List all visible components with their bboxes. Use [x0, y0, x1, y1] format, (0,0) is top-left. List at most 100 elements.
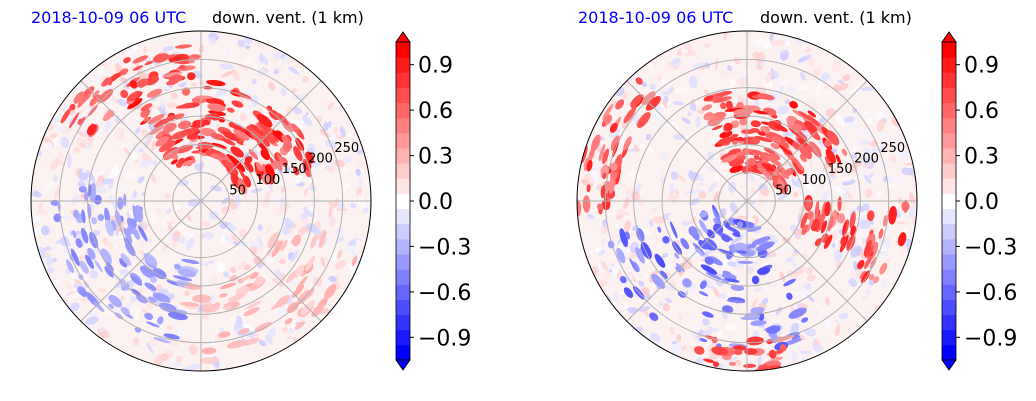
- field-cell: [171, 234, 178, 242]
- field-cell: [663, 284, 675, 291]
- field-cell: [739, 118, 748, 126]
- field-cell: [288, 66, 300, 75]
- field-cell: [266, 77, 276, 86]
- field-cell: [801, 224, 809, 236]
- field-cell: [685, 189, 699, 195]
- field-cell: [64, 236, 71, 247]
- field-cell: [783, 278, 796, 287]
- field-cell: [78, 168, 83, 176]
- field-cell: [228, 293, 245, 302]
- field-cell: [817, 82, 822, 89]
- field-cell: [712, 209, 722, 225]
- field-cell: [94, 259, 103, 273]
- field-cell: [214, 161, 224, 170]
- field-cell: [796, 289, 809, 297]
- colorbar-segment: [396, 329, 410, 346]
- field-cell: [771, 136, 782, 144]
- field-cell: [793, 157, 804, 172]
- field-cell: [163, 333, 180, 340]
- field-cell: [227, 244, 235, 251]
- field-cell: [339, 125, 346, 138]
- field-cell: [766, 248, 774, 255]
- field-cell: [704, 256, 714, 265]
- field-cell: [175, 355, 183, 363]
- field-cell: [689, 102, 697, 112]
- field-cell: [254, 276, 265, 286]
- colorbar-segment: [942, 148, 956, 164]
- field-cell: [611, 263, 621, 276]
- field-cell: [201, 347, 217, 355]
- field-cell: [276, 153, 284, 165]
- field-cell: [897, 232, 907, 247]
- field-cell: [757, 249, 768, 258]
- field-cell: [293, 145, 303, 162]
- polar-outline: [30, 30, 372, 372]
- field-cell: [747, 266, 754, 272]
- field-cell: [689, 217, 697, 225]
- colorbar-extend-min: [941, 359, 957, 371]
- field-cell: [79, 143, 86, 149]
- colorbar-segment: [942, 238, 956, 255]
- colorbar-segment: [396, 102, 410, 119]
- field-cell: [222, 131, 240, 141]
- field-cell: [757, 353, 762, 367]
- field-cell: [144, 75, 159, 86]
- field-cell: [598, 144, 606, 162]
- field-cell: [93, 194, 102, 205]
- field-cell: [130, 288, 142, 297]
- field-cell: [94, 185, 107, 195]
- field-cell: [658, 78, 672, 89]
- colorbar-segment: [396, 193, 410, 210]
- field-cell: [105, 262, 114, 272]
- field-cell: [158, 140, 176, 153]
- field-cell: [878, 228, 884, 239]
- field-cell: [81, 227, 89, 244]
- field-cell: [144, 60, 154, 66]
- colorbar-segment: [396, 163, 410, 179]
- field-cell: [206, 79, 226, 87]
- colorbar-segment: [396, 148, 410, 164]
- field-cell: [138, 148, 144, 153]
- field-cell: [266, 248, 274, 256]
- field-cell: [843, 116, 855, 123]
- field-cell: [230, 146, 244, 158]
- field-cell: [323, 121, 329, 132]
- field-cell: [701, 311, 714, 318]
- field-cell: [835, 114, 845, 125]
- field-cell: [129, 80, 138, 89]
- field-cell: [649, 333, 661, 343]
- field-cell: [752, 237, 769, 245]
- field-cell: [49, 133, 58, 139]
- field-cell: [750, 320, 767, 326]
- field-cell: [328, 276, 338, 283]
- field-cell: [60, 108, 71, 124]
- field-cell: [625, 231, 631, 240]
- field-cell: [681, 117, 691, 124]
- field-cell: [785, 256, 795, 263]
- field-cell: [756, 167, 772, 177]
- field-cell: [290, 123, 299, 133]
- field-cell: [824, 139, 832, 147]
- field-cell: [899, 244, 908, 253]
- field-cell: [637, 198, 646, 206]
- field-cell: [648, 62, 655, 71]
- field-cell: [69, 103, 76, 111]
- field-cell: [134, 127, 141, 134]
- radial-tick-label: 200: [854, 152, 879, 167]
- field-cell: [862, 147, 875, 158]
- colorbar-segment: [942, 193, 956, 210]
- field-cell: [316, 166, 324, 171]
- field-cell: [732, 345, 747, 351]
- field-cell: [275, 112, 289, 126]
- field-cell: [601, 238, 606, 247]
- colorbar-segment: [942, 57, 956, 73]
- field-cell: [70, 248, 80, 267]
- field-cell: [226, 340, 246, 349]
- field-cell: [577, 199, 582, 217]
- colorbar-segment: [942, 344, 956, 361]
- field-cell: [69, 236, 75, 241]
- field-cell: [688, 226, 698, 237]
- field-cell: [298, 112, 307, 117]
- field-cell: [157, 316, 164, 325]
- field-cell: [230, 207, 236, 215]
